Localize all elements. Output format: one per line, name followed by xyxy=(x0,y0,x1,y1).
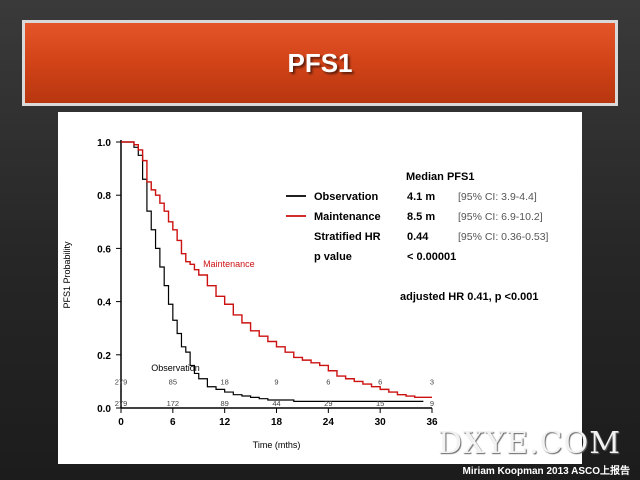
chart-labels: Maintenance Observation 279 85 18 9 6 6 3 279 172 8… xyxy=(115,259,434,408)
title-banner: PFS1 xyxy=(22,20,618,106)
legend-row-ci: [95% CI: 3.9-4.4] xyxy=(458,191,537,203)
legend-row-value: 0.44 xyxy=(407,231,429,243)
x-tick-label: 24 xyxy=(323,417,335,428)
y-axis-label: PFS1 Probability xyxy=(62,241,72,309)
at-risk-value: 18 xyxy=(220,378,228,387)
y-tick-label: 0.8 xyxy=(97,191,111,202)
at-risk-value: 89 xyxy=(220,399,228,408)
legend-row-name: p value xyxy=(314,251,352,263)
credit-caption: Miriam Koopman 2013 ASCO上报告 xyxy=(462,466,630,477)
at-risk-value: 9 xyxy=(274,378,278,387)
adjusted-hr-note: adjusted HR 0.41, p <0.001 xyxy=(400,291,538,303)
y-tick-label: 0.2 xyxy=(97,351,111,362)
at-risk-value: 172 xyxy=(167,399,180,408)
x-tick-label: 36 xyxy=(426,417,438,428)
legend-row-ci: [95% CI: 0.36-0.53] xyxy=(458,231,549,243)
y-tick-label: 0.6 xyxy=(97,244,111,255)
x-tick-label: 12 xyxy=(219,417,231,428)
legend-row-name: Observation xyxy=(314,191,378,203)
at-risk-value: 3 xyxy=(430,378,434,387)
at-risk-value: 9 xyxy=(430,399,434,408)
x-tick-label: 30 xyxy=(375,417,387,428)
legend-header: Median PFS1 xyxy=(406,171,474,183)
legend-row-value: 4.1 m xyxy=(407,191,435,203)
y-tick-label: 0.4 xyxy=(97,298,111,309)
x-axis-label: Time (mths) xyxy=(253,440,301,450)
at-risk-value: 6 xyxy=(326,378,330,387)
chart-legend: Median PFS1 Observation 4.1 m [95% CI: 3.9-… xyxy=(286,171,549,303)
curve-annotation: Observation xyxy=(151,363,200,373)
at-risk-value: 29 xyxy=(324,399,332,408)
watermark-logo: DXYE.COM xyxy=(438,426,621,461)
at-risk-value: 44 xyxy=(272,399,280,408)
chart-curves xyxy=(121,141,432,402)
y-tick-label: 0.0 xyxy=(97,404,111,415)
legend-row-name: Stratified HR xyxy=(314,231,381,243)
km-curve-maintenance xyxy=(121,141,432,399)
at-risk-value: 85 xyxy=(169,378,177,387)
at-risk-value: 15 xyxy=(376,399,384,408)
chart-panel: 0.0 0.2 0.4 0.6 0.8 1.0 0 6 12 18 24 30 36 Time (mths… xyxy=(58,112,582,464)
curve-annotation: Maintenance xyxy=(203,259,255,269)
at-risk-value: 279 xyxy=(115,399,128,408)
at-risk-value: 279 xyxy=(115,378,128,387)
legend-row-ci: [95% CI: 6.9-10.2] xyxy=(458,211,543,223)
legend-row-value: 8.5 m xyxy=(407,211,435,223)
km-curve-observation xyxy=(121,141,424,402)
x-tick-label: 18 xyxy=(271,417,283,428)
legend-row-value: < 0.00001 xyxy=(407,251,456,263)
y-tick-label: 1.0 xyxy=(97,138,111,149)
legend-row-name: Maintenance xyxy=(314,211,381,223)
slide-title: PFS1 xyxy=(287,47,353,78)
at-risk-value: 6 xyxy=(378,378,382,387)
x-tick-label: 6 xyxy=(170,417,176,428)
x-tick-label: 0 xyxy=(118,417,124,428)
